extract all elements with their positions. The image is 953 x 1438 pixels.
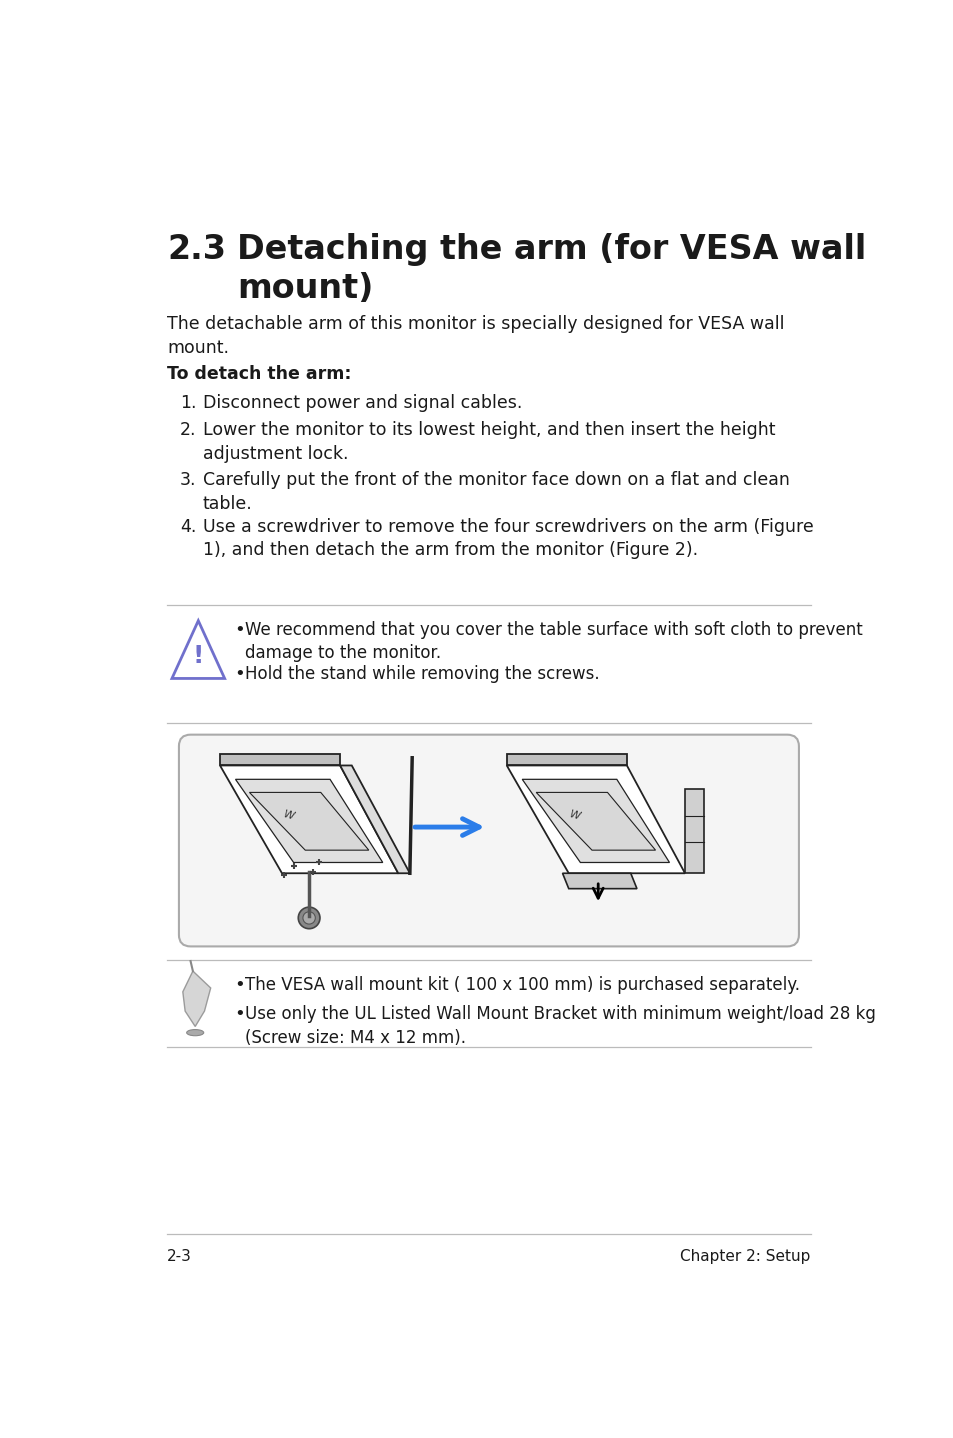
Polygon shape — [220, 754, 340, 765]
Circle shape — [298, 907, 319, 929]
Text: Lower the monitor to its lowest height, and then insert the height
adjustment lo: Lower the monitor to its lowest height, … — [203, 421, 775, 463]
Circle shape — [303, 912, 315, 925]
Polygon shape — [235, 779, 382, 863]
Text: •: • — [233, 975, 244, 994]
Text: 2.: 2. — [179, 421, 196, 439]
Text: 1.: 1. — [179, 394, 196, 413]
Text: W: W — [282, 808, 294, 821]
Polygon shape — [249, 792, 369, 850]
Text: 2.3: 2.3 — [167, 233, 226, 266]
Text: Hold the stand while removing the screws.: Hold the stand while removing the screws… — [245, 666, 598, 683]
Text: •: • — [233, 1005, 244, 1022]
Polygon shape — [562, 873, 637, 889]
Text: 4.: 4. — [179, 518, 196, 535]
Text: !: ! — [193, 644, 204, 667]
Text: The detachable arm of this monitor is specially designed for VESA wall
mount.: The detachable arm of this monitor is sp… — [167, 315, 784, 357]
Polygon shape — [536, 792, 655, 850]
Ellipse shape — [187, 1030, 204, 1035]
Text: Chapter 2: Setup: Chapter 2: Setup — [679, 1250, 810, 1264]
Text: W: W — [568, 808, 581, 821]
Text: To detach the arm:: To detach the arm: — [167, 365, 352, 383]
Text: We recommend that you cover the table surface with soft cloth to prevent
damage : We recommend that you cover the table su… — [245, 621, 862, 663]
Text: Disconnect power and signal cables.: Disconnect power and signal cables. — [203, 394, 522, 413]
Text: Detaching the arm (for VESA wall
mount): Detaching the arm (for VESA wall mount) — [236, 233, 865, 305]
Polygon shape — [340, 765, 410, 873]
Polygon shape — [183, 971, 211, 1027]
Text: •: • — [233, 666, 244, 683]
FancyBboxPatch shape — [179, 735, 798, 946]
Text: The VESA wall mount kit ( 100 x 100 mm) is purchased separately.: The VESA wall mount kit ( 100 x 100 mm) … — [245, 975, 799, 994]
Text: 2-3: 2-3 — [167, 1250, 192, 1264]
Text: •: • — [233, 621, 244, 638]
Text: Use only the UL Listed Wall Mount Bracket with minimum weight/load 28 kg
(Screw : Use only the UL Listed Wall Mount Bracke… — [245, 1005, 875, 1047]
Text: Use a screwdriver to remove the four screwdrivers on the arm (Figure
1), and the: Use a screwdriver to remove the four scr… — [203, 518, 813, 559]
Polygon shape — [506, 765, 684, 873]
Text: 3.: 3. — [179, 472, 196, 489]
Text: Carefully put the front of the monitor face down on a flat and clean
table.: Carefully put the front of the monitor f… — [203, 472, 789, 513]
Polygon shape — [506, 754, 626, 765]
Polygon shape — [521, 779, 669, 863]
Polygon shape — [684, 788, 703, 873]
Polygon shape — [220, 765, 397, 873]
